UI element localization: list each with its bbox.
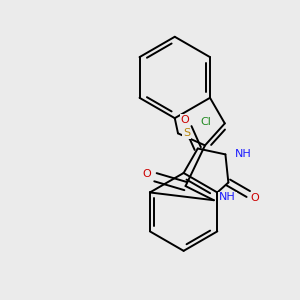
Text: Cl: Cl [200, 117, 211, 127]
Text: NH: NH [219, 192, 236, 203]
Text: O: O [181, 116, 190, 125]
Text: S: S [183, 128, 190, 138]
Text: O: O [251, 193, 260, 203]
Text: NH: NH [235, 149, 251, 159]
Text: O: O [142, 169, 151, 179]
